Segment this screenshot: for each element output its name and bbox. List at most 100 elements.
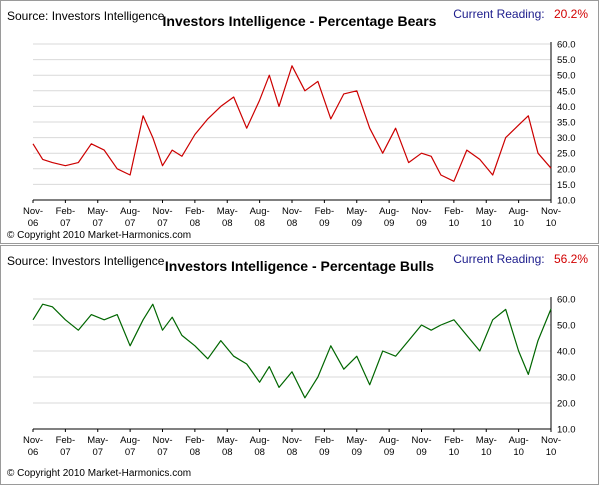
x-tick-month: Aug- (379, 206, 399, 217)
x-tick-label: Feb-07 (56, 206, 76, 229)
x-tick-label: May-10 (476, 435, 497, 458)
x-tick-label: May-10 (476, 206, 497, 229)
x-tick-month: Nov- (282, 206, 302, 217)
x-tick-label: May-08 (217, 206, 238, 229)
x-tick-month: Nov- (23, 435, 43, 446)
x-tick-month: Nov- (282, 435, 302, 446)
copyright-notice: © Copyright 2010 Market-Harmonics.com (7, 468, 192, 479)
x-tick-label: Feb-09 (315, 206, 335, 229)
x-tick-month: Aug- (250, 435, 270, 446)
y-tick-label: 15.0 (557, 180, 576, 191)
x-tick-label: Feb-07 (56, 435, 76, 458)
x-tick-month: Nov- (411, 435, 431, 446)
chart-title: Investors Intelligence - Percentage Bear… (162, 13, 437, 29)
current-reading-label: Current Reading: (453, 252, 545, 266)
source-label: Source: Investors Intelligence (7, 9, 165, 23)
x-tick-month: Aug- (250, 206, 270, 217)
chart-title: Investors Intelligence - Percentage Bull… (164, 258, 435, 274)
y-tick-label: 45.0 (557, 86, 576, 97)
x-tick-label: May-07 (87, 435, 108, 458)
x-tick-year: 07 (157, 218, 168, 229)
x-tick-label: May-09 (346, 435, 367, 458)
x-tick-month: May- (87, 435, 108, 446)
x-tick-month: May- (346, 435, 367, 446)
x-tick-year: 07 (92, 447, 103, 458)
x-tick-year: 09 (384, 218, 395, 229)
x-tick-month: Nov- (411, 206, 431, 217)
x-tick-year: 09 (416, 447, 427, 458)
x-tick-label: Nov-06 (23, 435, 43, 458)
series-line (32, 303, 552, 399)
x-tick-month: May- (217, 435, 238, 446)
x-tick-year: 09 (319, 447, 330, 458)
y-tick-label: 50.0 (557, 321, 576, 332)
bulls-chart-panel: Source: Investors Intelligence Investors… (0, 245, 599, 485)
y-tick-label: 20.0 (557, 164, 576, 175)
x-tick-label: Aug-07 (120, 435, 140, 458)
series-line (32, 65, 552, 182)
x-tick-month: Nov- (23, 206, 43, 217)
y-tick-label: 20.0 (557, 399, 576, 410)
x-tick-year: 08 (190, 447, 201, 458)
x-tick-year: 06 (28, 218, 39, 229)
x-tick-label: Aug-08 (250, 435, 270, 458)
x-tick-label: Nov-10 (541, 435, 561, 458)
x-tick-label: Feb-08 (185, 435, 205, 458)
x-tick-month: May- (476, 206, 497, 217)
y-tick-label: 40.0 (557, 102, 576, 113)
x-tick-label: Aug-10 (509, 206, 529, 229)
x-tick-year: 10 (513, 447, 524, 458)
x-tick-label: Nov-08 (282, 206, 302, 229)
x-tick-year: 10 (513, 218, 524, 229)
current-reading: Current Reading: 20.2% (453, 7, 588, 21)
y-tick-label: 55.0 (557, 55, 576, 66)
x-tick-label: Feb-10 (444, 435, 464, 458)
x-tick-year: 07 (157, 447, 168, 458)
x-tick-month: Feb- (444, 206, 464, 217)
current-reading: Current Reading: 56.2% (453, 252, 588, 266)
x-tick-month: Feb- (315, 206, 335, 217)
x-tick-month: Feb- (185, 435, 205, 446)
x-tick-label: May-09 (346, 206, 367, 229)
x-tick-month: May- (346, 206, 367, 217)
x-tick-year: 10 (481, 218, 492, 229)
x-tick-year: 09 (351, 218, 362, 229)
y-tick-label: 10.0 (557, 196, 576, 207)
x-tick-month: Nov- (541, 435, 561, 446)
x-tick-year: 10 (481, 447, 492, 458)
x-tick-month: Aug- (509, 206, 529, 217)
x-tick-month: Aug- (379, 435, 399, 446)
y-tick-label: 30.0 (557, 373, 576, 384)
x-tick-label: Nov-07 (152, 435, 172, 458)
x-tick-month: Nov- (541, 206, 561, 217)
x-tick-year: 10 (449, 218, 460, 229)
x-tick-year: 10 (449, 447, 460, 458)
x-tick-label: Nov-08 (282, 435, 302, 458)
x-tick-year: 06 (28, 447, 39, 458)
x-tick-month: Feb- (56, 206, 76, 217)
x-tick-year: 08 (287, 447, 298, 458)
x-tick-year: 08 (287, 218, 298, 229)
x-tick-year: 09 (351, 447, 362, 458)
y-tick-label: 30.0 (557, 133, 576, 144)
x-tick-label: Nov-06 (23, 206, 43, 229)
current-reading-label: Current Reading: (453, 7, 545, 21)
x-tick-label: Aug-10 (509, 435, 529, 458)
x-tick-label: Aug-08 (250, 206, 270, 229)
x-tick-label: May-08 (217, 435, 238, 458)
x-tick-year: 07 (92, 218, 103, 229)
x-tick-label: Feb-08 (185, 206, 205, 229)
x-tick-label: Feb-09 (315, 435, 335, 458)
current-reading-value: 20.2% (553, 7, 588, 21)
x-tick-year: 08 (254, 218, 265, 229)
x-tick-year: 08 (190, 218, 201, 229)
x-tick-label: Nov-09 (411, 206, 431, 229)
x-tick-month: Nov- (152, 435, 172, 446)
y-tick-label: 60.0 (557, 295, 576, 306)
x-tick-label: Feb-10 (444, 206, 464, 229)
x-tick-month: Nov- (152, 206, 172, 217)
y-tick-label: 40.0 (557, 347, 576, 358)
y-tick-label: 60.0 (557, 40, 576, 51)
x-tick-year: 08 (222, 447, 233, 458)
x-tick-month: May- (476, 435, 497, 446)
